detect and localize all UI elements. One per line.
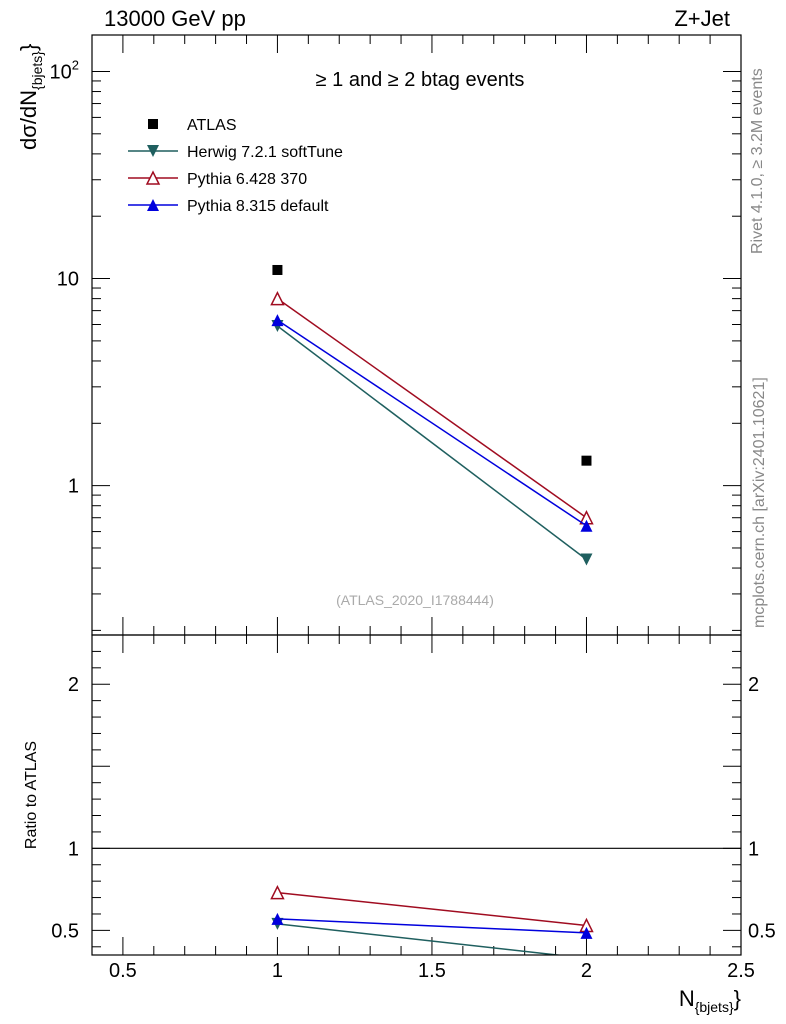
y-tick-label: 102 — [50, 57, 79, 83]
ratio-y-tick-label: 2 — [68, 674, 79, 696]
rivet-label: Rivet 4.1.0, ≥ 3.2M events — [749, 68, 766, 254]
ratio-y-axis-label: Ratio to ATLAS — [23, 741, 40, 849]
main-panel: ≥ 1 and ≥ 2 btag events (ATLAS_2020_I178… — [16, 34, 742, 636]
legend-marker-herwig-7-2-1-softtune — [147, 145, 159, 157]
y-axis-label-sub: {bjets} — [29, 51, 45, 90]
header-energy: 13000 GeV pp — [104, 6, 246, 31]
x-tick-label: 0.5 — [109, 960, 137, 982]
ratio-y-tick-label: 0.5 — [51, 920, 79, 942]
legend-marker-pythia-8-315-default — [147, 199, 159, 211]
y-tick-label: 10 — [57, 269, 79, 291]
ratio-y-tick-label: 1 — [68, 838, 79, 860]
ratio-y-tick-label-right: 2 — [748, 674, 759, 696]
ratio-line-herwig-7-2-1-softtune — [277, 923, 564, 955]
y-axis-label-close: } — [16, 44, 41, 51]
data-point-herwig-7-2-1-softtune — [580, 553, 593, 566]
data-point-atlas — [581, 455, 592, 466]
y-tick-label: 1 — [68, 476, 79, 498]
x-tick-label: 1 — [272, 960, 283, 982]
ratio-point-pythia-6-428-370 — [270, 884, 285, 900]
data-point-pythia-6-428-370 — [270, 290, 285, 306]
legend-marker-pythia-6-428-370 — [145, 170, 161, 185]
y-axis-label-main: dσ/dN — [16, 90, 41, 150]
ratio-point-pythia-8-315-default — [580, 926, 593, 939]
svg-text:dσ/dN{bjets}}: dσ/dN{bjets}} — [16, 44, 45, 150]
series-line-pythia-6-428-370 — [276, 298, 587, 519]
legend-label-pythia-8-315-default: Pythia 8.315 default — [187, 198, 329, 215]
main-series-layer — [270, 264, 594, 566]
ratio-panel: 0.5 0.5 1 1 2 2 0.5 1 1.5 2 2.5 Ratio to ATLAS N{b… — [23, 634, 776, 1015]
ratio-series-layer — [270, 884, 594, 955]
legend-label-pythia-6-428-370: Pythia 6.428 370 — [187, 171, 307, 188]
legend: ATLAS Herwig 7.2.1 softTune Pythia 6.428 3… — [128, 117, 343, 215]
ratio-y-tick-label-right: 0.5 — [748, 920, 776, 942]
legend-label-herwig-7-2-1-softtune: Herwig 7.2.1 softTune — [187, 144, 343, 161]
series-line-herwig-7-2-1-softtune — [276, 325, 587, 561]
ratio-point-pythia-8-315-default — [271, 912, 284, 925]
ratio-series-clip — [270, 884, 594, 955]
x-tick-label: 1.5 — [418, 960, 446, 982]
ratio-frame — [91, 634, 742, 956]
legend-label-atlas: ATLAS — [187, 117, 237, 134]
header-process: Z+Jet — [674, 6, 730, 31]
ratio-line-pythia-6-428-370 — [277, 891, 587, 927]
x-tick-label: 2 — [581, 960, 592, 982]
legend-marker-atlas — [148, 119, 158, 129]
ratio-axis-ticks: 0.5 0.5 1 1 2 2 0.5 1 1.5 2 2.5 — [51, 635, 776, 982]
main-axis-ticks: 1 10 102 — [50, 35, 742, 635]
x-axis-label: N{bjets}} — [679, 986, 741, 1015]
ratio-y-tick-label-right: 1 — [748, 838, 759, 860]
data-point-pythia-8-315-default — [271, 314, 284, 327]
x-axis-label-close: } — [734, 986, 741, 1011]
x-axis-label-sub: {bjets} — [695, 999, 734, 1015]
x-tick-label: 2.5 — [727, 960, 755, 982]
ratio-line-pythia-8-315-default — [277, 918, 587, 934]
plot-title: ≥ 1 and ≥ 2 btag events — [316, 69, 525, 91]
series-line-pythia-8-315-default — [277, 319, 587, 527]
analysis-watermark: (ATLAS_2020_I1788444) — [336, 592, 494, 608]
data-point-atlas — [272, 264, 283, 275]
mcplots-label: mcplots.cern.ch [arXiv:2401.10621] — [751, 377, 768, 628]
data-point-pythia-8-315-default — [580, 519, 593, 532]
y-axis-label: dσ/dN{bjets}} — [16, 44, 45, 150]
x-axis-label-main: N — [679, 986, 695, 1011]
